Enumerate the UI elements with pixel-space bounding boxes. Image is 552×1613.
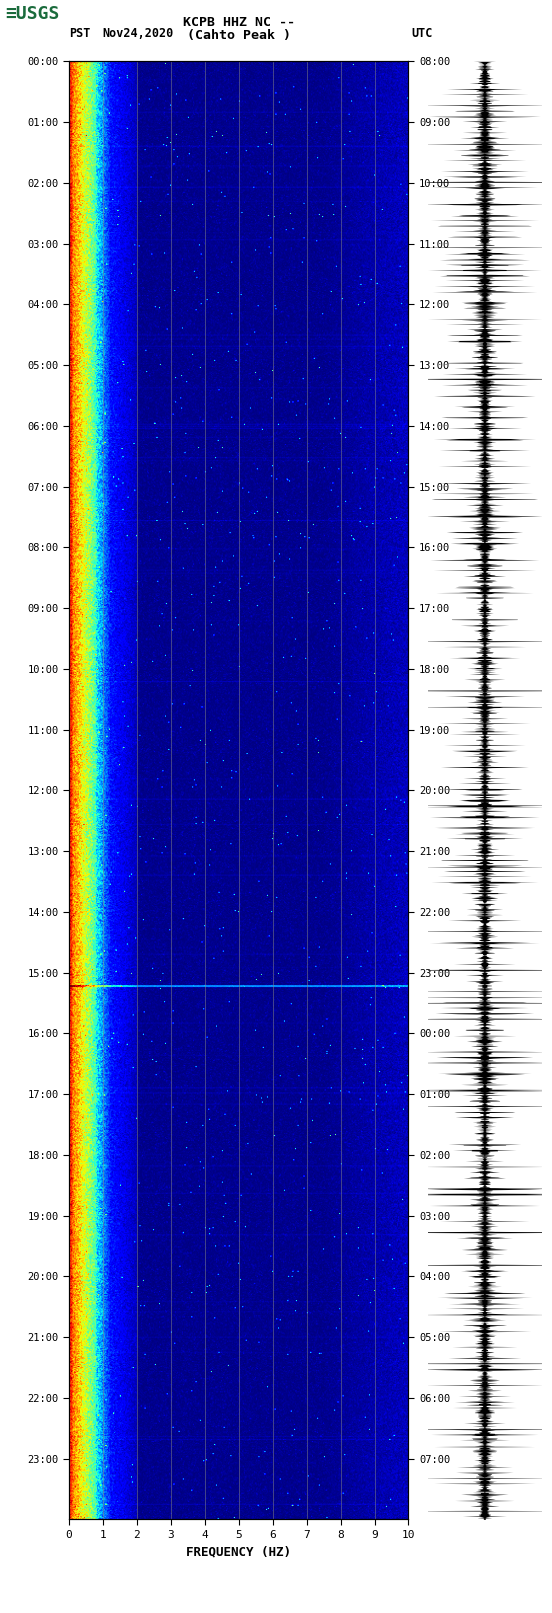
Text: PST: PST — [69, 27, 91, 40]
Text: KCPB HHZ NC --: KCPB HHZ NC -- — [183, 16, 295, 29]
Text: UTC: UTC — [411, 27, 433, 40]
Text: Nov24,2020: Nov24,2020 — [102, 27, 173, 40]
X-axis label: FREQUENCY (HZ): FREQUENCY (HZ) — [186, 1545, 291, 1558]
Text: (Cahto Peak ): (Cahto Peak ) — [187, 29, 291, 42]
Text: ≡USGS: ≡USGS — [6, 5, 60, 23]
